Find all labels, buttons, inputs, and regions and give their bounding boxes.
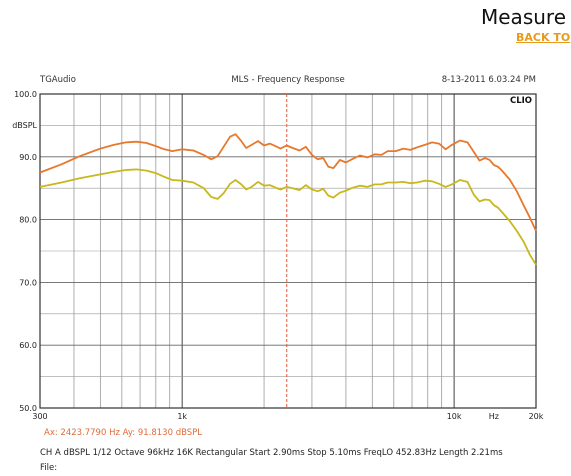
file-label: File: — [40, 463, 57, 473]
cursor-readout: Ax: 2423.7790 Hz Ay: 91.8130 dBSPL — [44, 428, 202, 438]
x-tick-label: 1k — [177, 412, 187, 421]
chart-header-left: TGAudio — [39, 75, 76, 85]
y-tick-label: 100.0 — [14, 90, 37, 99]
chart-header-right: 8-13-2011 6.03.24 PM — [442, 75, 536, 85]
y-axis-label: dBSPL — [12, 121, 37, 130]
plot-frame — [39, 93, 537, 409]
x-tick-label: 300 — [32, 412, 47, 421]
y-tick-label: 80.0 — [19, 216, 37, 225]
clio-logo: CLIO — [510, 96, 532, 106]
x-tick-label: 20k — [529, 412, 544, 421]
y-tick-label: 70.0 — [19, 278, 37, 287]
series-line-2 — [39, 168, 537, 266]
y-tick-label: 90.0 — [19, 153, 37, 162]
back-link[interactable]: BACK TO — [516, 31, 571, 44]
chart-header-center: MLS - Frequency Response — [231, 75, 344, 85]
x-tick-label: 10k — [447, 412, 462, 421]
x-axis-label: Hz — [489, 412, 499, 421]
settings-line: CH A dBSPL 1/12 Octave 96kHz 16K Rectang… — [40, 448, 503, 458]
y-tick-label: 50.0 — [19, 404, 37, 413]
y-tick-label: 60.0 — [19, 341, 37, 350]
page-heading: Measure — [481, 5, 566, 29]
series-line-1 — [39, 133, 537, 232]
